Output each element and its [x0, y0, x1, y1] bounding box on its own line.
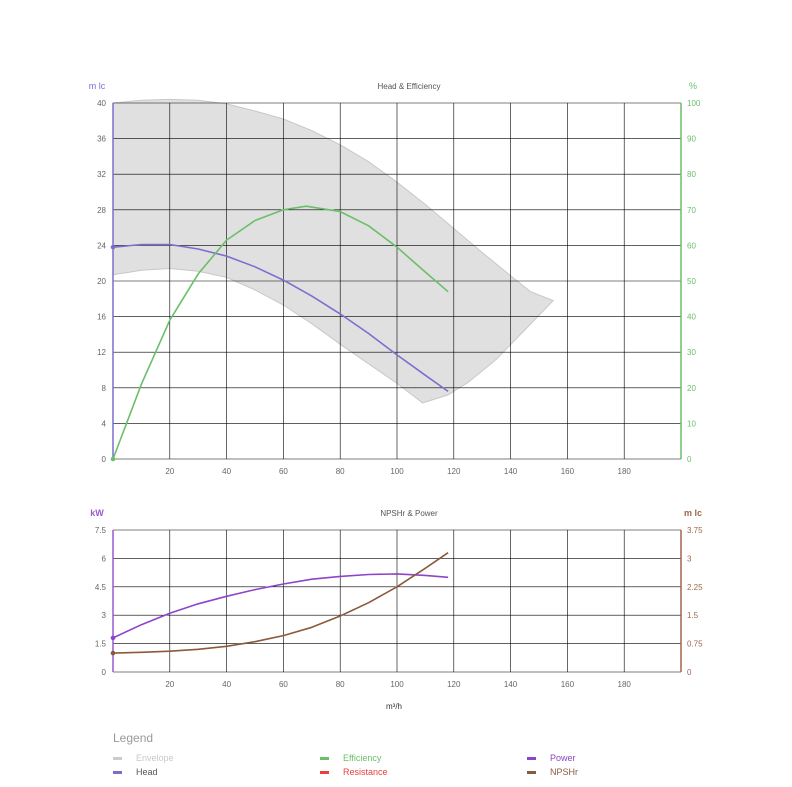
y-axis-unit-left: m lc — [89, 81, 106, 91]
legend-item-efficiency: Efficiency — [320, 753, 381, 763]
series-start-marker-npshr — [110, 650, 116, 656]
series-line-head — [112, 243, 449, 393]
y-tick-label-right: 60 — [687, 241, 696, 250]
legend-swatch — [320, 756, 329, 760]
x-tick-label: 20 — [165, 680, 174, 689]
x-tick-label: 60 — [279, 680, 288, 689]
y-axis-unit-left: kW — [90, 508, 104, 518]
x-axis-label: m³/h — [386, 702, 402, 711]
legend-label: Efficiency — [343, 753, 382, 763]
x-tick-label: 40 — [222, 680, 231, 689]
x-tick-label: 140 — [504, 680, 518, 689]
legend-item-resistance: Resistance — [320, 767, 388, 777]
y-tick-label-left: 28 — [97, 206, 106, 215]
y-tick-label-left: 36 — [97, 135, 106, 144]
legend-item-envelope: Envelope — [113, 753, 174, 763]
y-tick-label-right: 0 — [687, 668, 692, 677]
series-line-efficiency — [112, 205, 449, 460]
x-tick-label: 40 — [222, 467, 231, 476]
x-tick-label: 140 — [504, 467, 518, 476]
series-start-marker-efficiency — [110, 456, 116, 462]
y-tick-label-left: 40 — [97, 99, 106, 108]
y-tick-label-right: 80 — [687, 170, 696, 179]
x-tick-label: 20 — [165, 467, 174, 476]
legend-swatch — [527, 756, 536, 760]
y-tick-label-left: 12 — [97, 348, 106, 357]
y-tick-label-right: 40 — [687, 313, 696, 322]
y-tick-label-left: 6 — [102, 554, 107, 563]
y-tick-label-left: 4.5 — [95, 583, 107, 592]
x-tick-label: 120 — [447, 680, 461, 689]
legend-swatch — [113, 770, 122, 774]
legend-label: Resistance — [343, 767, 388, 777]
y-tick-label-left: 1.5 — [95, 640, 107, 649]
head-efficiency-chart: Head & Efficiency m lc % 0 4 8 12 16 20 24 28 32 36 4… — [89, 81, 701, 476]
x-tick-label: 180 — [618, 680, 632, 689]
x-tick-label: 120 — [447, 467, 461, 476]
y-tick-label-right: 90 — [687, 135, 696, 144]
legend-label: Head — [136, 767, 158, 777]
y-tick-label-left: 24 — [97, 241, 106, 250]
x-tick-label: 160 — [561, 680, 575, 689]
y-tick-label-left: 32 — [97, 170, 106, 179]
legend-label: Envelope — [136, 753, 174, 763]
legend-swatch — [113, 756, 122, 760]
x-tick-label: 80 — [336, 467, 345, 476]
legend: Legend Envelope Head Efficiency Resistance P… — [113, 731, 753, 781]
series-start-marker-power — [110, 635, 116, 641]
x-tick-label: 100 — [390, 467, 404, 476]
legend-item-power: Power — [527, 753, 576, 763]
legend-swatch — [527, 770, 536, 774]
legend-label: Power — [550, 753, 576, 763]
chart-title: Head & Efficiency — [378, 82, 441, 91]
y-axis-unit-right: m lc — [684, 508, 702, 518]
legend-item-npshr: NPSHr — [527, 767, 578, 777]
x-tick-label: 80 — [336, 680, 345, 689]
y-tick-label-left: 0 — [102, 455, 107, 464]
y-tick-label-right: 1.5 — [687, 611, 699, 620]
y-tick-label-right: 20 — [687, 384, 696, 393]
envelope-area — [112, 98, 555, 404]
chart-title: NPSHr & Power — [380, 509, 438, 518]
x-tick-label: 60 — [279, 467, 288, 476]
x-tick-label: 160 — [561, 467, 575, 476]
y-tick-label-right: 70 — [687, 206, 696, 215]
y-tick-label-left: 3 — [102, 611, 107, 620]
legend-label: NPSHr — [550, 767, 579, 777]
legend-item-head: Head — [113, 767, 158, 777]
y-tick-label-left: 16 — [97, 313, 106, 322]
y-tick-label-left: 8 — [102, 384, 107, 393]
y-tick-label-right: 0.75 — [687, 640, 703, 649]
y-tick-label-left: 4 — [102, 419, 107, 428]
npshr-power-chart: NPSHr & Power kW m lc 0 1.5 3 4.5 6 7.5 0 0.75 1.5 2… — [90, 508, 703, 711]
y-tick-label-right: 3.75 — [687, 526, 703, 535]
y-tick-label-right: 2.25 — [687, 583, 703, 592]
y-tick-label-left: 0 — [102, 668, 107, 677]
y-tick-label-right: 50 — [687, 277, 696, 286]
y-tick-label-left: 20 — [97, 277, 106, 286]
legend-title: Legend — [113, 731, 154, 745]
series-line-power — [112, 573, 449, 639]
x-tick-label: 180 — [618, 467, 632, 476]
y-axis-unit-right: % — [689, 81, 697, 91]
legend-swatch — [320, 770, 329, 774]
y-tick-label-left: 7.5 — [95, 526, 107, 535]
y-tick-label-right: 100 — [687, 99, 701, 108]
y-tick-label-right: 10 — [687, 419, 696, 428]
y-tick-label-right: 3 — [687, 554, 692, 563]
x-tick-label: 100 — [390, 680, 404, 689]
y-tick-label-right: 30 — [687, 348, 696, 357]
series-line-npshr — [112, 552, 449, 654]
series-start-marker-head — [110, 244, 116, 250]
y-tick-label-right: 0 — [687, 455, 692, 464]
